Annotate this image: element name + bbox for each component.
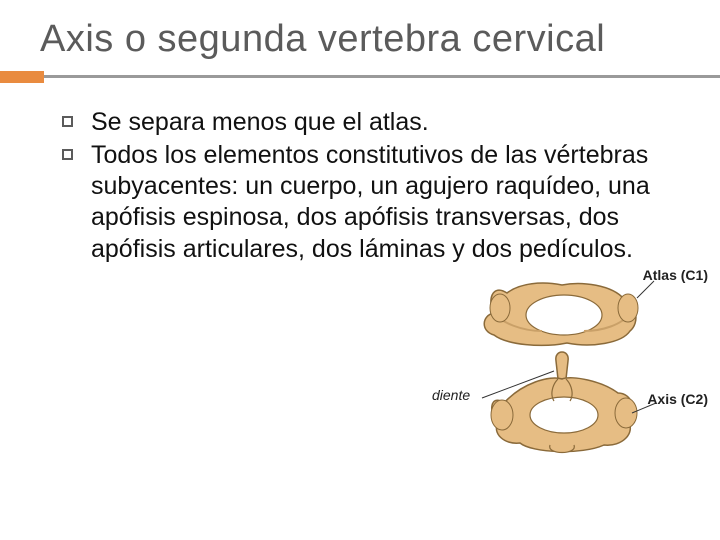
label-axis: Axis (C2) — [647, 391, 708, 407]
bullet-text: Todos los elementos constitutivos de las… — [91, 140, 670, 265]
bullet-icon — [62, 116, 73, 127]
title-underline — [0, 71, 720, 83]
title-rule — [44, 75, 720, 78]
list-item: Todos los elementos constitutivos de las… — [62, 140, 670, 265]
page-title: Axis o segunda vertebra cervical — [40, 18, 680, 61]
title-area: Axis o segunda vertebra cervical — [0, 0, 720, 67]
axis-shape — [491, 352, 637, 453]
label-diente: diente — [432, 387, 470, 403]
atlas-shape — [484, 283, 638, 345]
label-atlas: Atlas (C1) — [643, 267, 708, 283]
vertebra-svg — [432, 253, 702, 468]
accent-bar — [0, 71, 44, 83]
content-area: Se separa menos que el atlas. Todos los … — [0, 83, 720, 265]
bullet-icon — [62, 149, 73, 160]
vertebra-figure: Atlas (C1) Axis (C2) diente — [432, 253, 702, 468]
list-item: Se separa menos que el atlas. — [62, 107, 670, 138]
bullet-text: Se separa menos que el atlas. — [91, 107, 429, 138]
